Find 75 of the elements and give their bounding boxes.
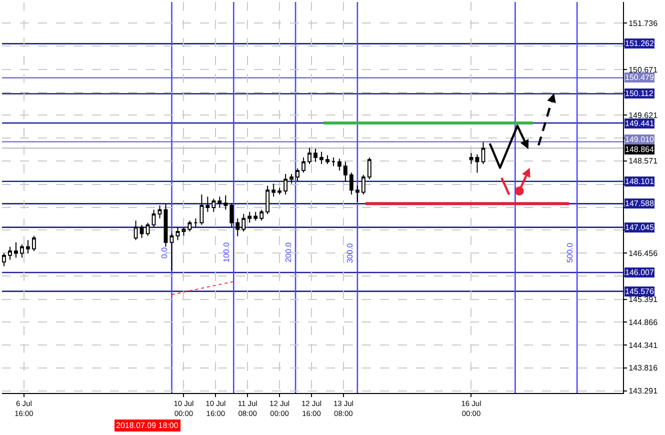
candlestick (230, 202, 234, 228)
y-tick-label: 149.621 (628, 110, 658, 120)
ref-line-label: 150.112 (625, 89, 654, 98)
ref-line-label: 151.262 (625, 39, 654, 48)
y-tick-label: 144.866 (628, 318, 658, 327)
ref-line-label: 149.441 (625, 119, 654, 128)
candlestick (290, 173, 294, 184)
y-tick-label: 145.391 (628, 295, 658, 304)
candlestick (475, 154, 480, 174)
candlestick (481, 142, 486, 164)
ref-line-label: 100.0 (222, 242, 231, 262)
candlestick (302, 156, 306, 174)
ref-line-label: 148.101 (625, 177, 654, 186)
candlestick (26, 240, 30, 254)
candlestick (176, 226, 180, 241)
candlestick (200, 194, 204, 226)
candlestick (296, 168, 300, 182)
candlestick (194, 218, 198, 228)
candlestick (361, 174, 366, 195)
candlestick (332, 156, 336, 167)
candlestick (134, 220, 138, 241)
candlestick (206, 196, 210, 212)
ref-line-label: 147.588 (625, 199, 654, 208)
candlestick (260, 209, 264, 222)
y-tick-label: 144.341 (628, 340, 658, 350)
candlestick (182, 226, 186, 236)
candlestick (254, 211, 258, 222)
ref-line-label: 0.0 (160, 246, 169, 258)
candlestick (140, 224, 144, 238)
candlestick (308, 147, 312, 164)
ref-line-label: 300.0 (346, 242, 355, 264)
candlestick (343, 161, 348, 182)
candlestick (326, 154, 330, 164)
candlestick (367, 156, 372, 180)
candlestick (14, 242, 18, 258)
y-tick-label: 143.291 (628, 386, 658, 396)
candlestick (349, 172, 354, 195)
candlestick (8, 246, 12, 260)
y-tick-label: 151.736 (628, 18, 658, 28)
ref-line-label: 150.479 (625, 73, 654, 82)
candlestick (188, 220, 192, 232)
candlestick (320, 151, 324, 164)
candlestick (337, 158, 342, 171)
candlestick (355, 185, 360, 202)
candlestick (164, 204, 168, 248)
candlestick (152, 209, 156, 228)
ref-line-label: 200.0 (284, 242, 293, 262)
candlestick (236, 218, 240, 237)
candlestick (266, 185, 270, 215)
candlestick (224, 194, 228, 210)
y-tick-label: 143.816 (628, 364, 658, 373)
ref-line-label: 500.0 (565, 242, 574, 263)
candlestick (32, 235, 36, 252)
candlestick (242, 214, 246, 232)
candlestick (146, 222, 150, 236)
ref-line-label: 147.045 (625, 223, 654, 232)
candlestick (278, 187, 282, 195)
candlestick (20, 244, 24, 258)
candlestick (158, 204, 162, 219)
candlestick (272, 183, 276, 198)
ref-line-label: 145.576 (625, 287, 654, 296)
candlestick (218, 196, 222, 208)
y-tick-label: 146.456 (628, 248, 658, 258)
y-tick-label: 150.671 (628, 65, 658, 74)
candlestick (284, 173, 288, 195)
ref-line-label: 149.010 (625, 135, 654, 144)
candlestick (314, 148, 318, 162)
text: 2018.07.09 18:00 (116, 421, 179, 430)
y-tick-label: 148.571 (628, 156, 658, 166)
candlestick (248, 211, 252, 224)
candlestick (469, 152, 474, 164)
ref-line-label: 146.007 (625, 268, 654, 277)
candlestick (170, 233, 174, 272)
ref-line-label: 148.864 (625, 145, 654, 154)
candlestick (212, 198, 216, 212)
